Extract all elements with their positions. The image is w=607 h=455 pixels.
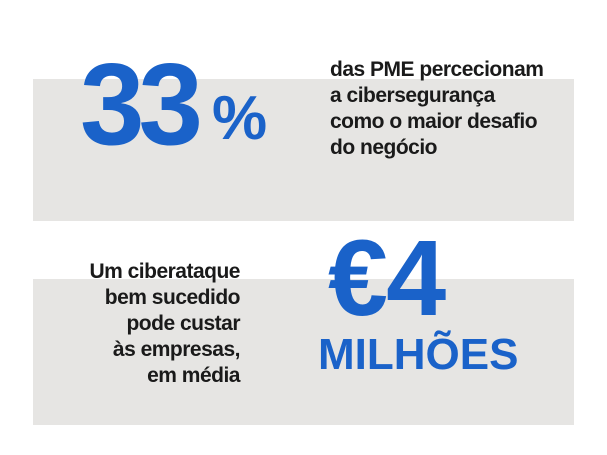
stat1-description-line: como o maior desafio <box>330 110 538 133</box>
stat1-percent-sign: % <box>212 84 268 153</box>
stat2-description-line: em média <box>147 364 240 387</box>
stat1-description-line: do negócio <box>330 136 438 159</box>
stat2-description: Um ciberataque bem sucedido pode custar … <box>50 259 240 389</box>
stat2-description-line: pode custar <box>126 312 240 335</box>
stat2-description-line: Um ciberataque <box>89 260 240 283</box>
stat1-background-panel <box>33 79 574 221</box>
stat2-background-panel <box>33 279 574 425</box>
stat1-description: das PME percecionam a cibersegurança com… <box>330 57 560 161</box>
stat2-unit-label: MILHÕES <box>318 330 519 379</box>
stat1-description-line: a cibersegurança <box>330 84 495 107</box>
stat1-description-line: das PME percecionam <box>330 58 544 81</box>
stat2-description-line: bem sucedido <box>104 286 241 309</box>
stat2-number: €4 <box>328 217 446 338</box>
stat1-number: 33 <box>80 39 203 169</box>
stat2-description-line: às empresas, <box>112 338 241 361</box>
